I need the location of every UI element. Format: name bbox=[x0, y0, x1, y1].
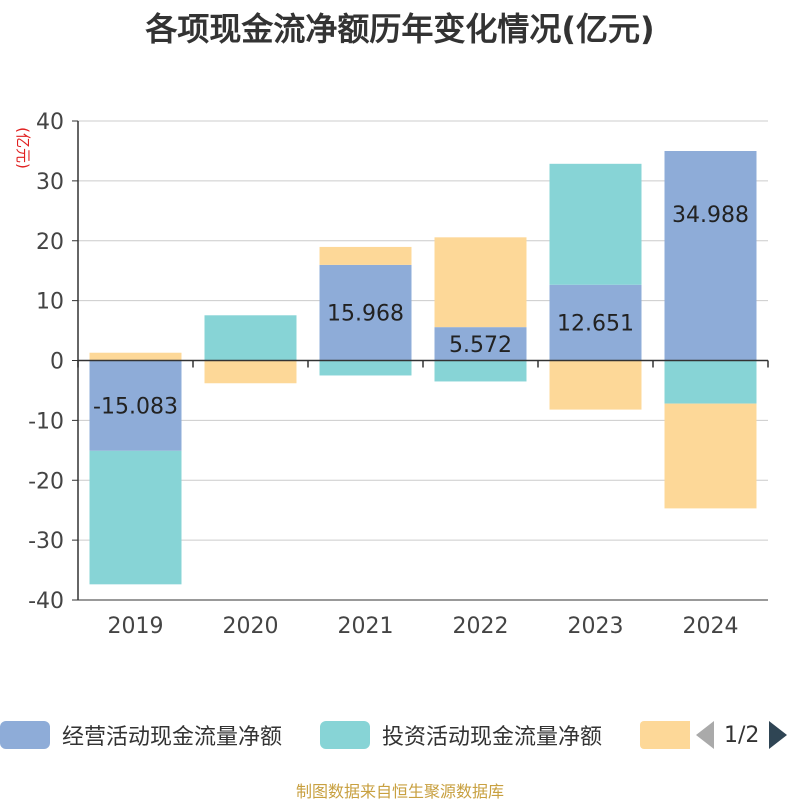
x-tick-label-2019: 2019 bbox=[108, 614, 164, 639]
legend-swatch-investing bbox=[320, 721, 370, 749]
bar-financing-2023 bbox=[550, 361, 642, 410]
bar-financing-2021 bbox=[320, 247, 412, 265]
legend-next-page-icon[interactable] bbox=[769, 721, 787, 749]
chart-canvas: 40 30 20 10 0 -10 -20 -30 -40 (亿元) 2019 2020 2021 202… bbox=[0, 0, 800, 700]
data-label-2023: 12.651 bbox=[557, 312, 634, 337]
y-tick-label: 30 bbox=[36, 170, 64, 195]
bar-investing-2023 bbox=[550, 164, 642, 285]
legend-prev-page-icon[interactable] bbox=[696, 721, 714, 749]
x-tick-label-2022: 2022 bbox=[453, 614, 509, 639]
bar-investing-2022 bbox=[435, 361, 527, 382]
y-tick-label: 40 bbox=[36, 110, 64, 135]
y-tick-label: 20 bbox=[36, 230, 64, 255]
bar-investing-2020 bbox=[205, 315, 297, 360]
x-tick-label-2023: 2023 bbox=[568, 614, 624, 639]
bar-financing-2019 bbox=[90, 353, 182, 361]
legend-swatch-operating bbox=[0, 721, 50, 749]
x-tick-label-2024: 2024 bbox=[683, 614, 739, 639]
bar-financing-2024 bbox=[665, 404, 757, 509]
bar-operating-2024 bbox=[665, 151, 757, 360]
data-label-2019: -15.083 bbox=[93, 395, 178, 420]
data-source-note: 制图数据来自恒生聚源数据库 bbox=[0, 778, 800, 802]
bar-financing-2020 bbox=[205, 361, 297, 384]
x-tick-label-2021: 2021 bbox=[338, 614, 394, 639]
y-axis-label: (亿元) bbox=[14, 127, 32, 169]
y-tick-label: -40 bbox=[28, 589, 64, 614]
y-tick-label: -20 bbox=[28, 469, 64, 494]
legend-label-investing: 投资活动现金流量净额 bbox=[382, 719, 602, 751]
legend-pager: 1/2 bbox=[696, 719, 787, 751]
data-label-2022: 5.572 bbox=[449, 333, 512, 358]
x-tick-label-2020: 2020 bbox=[223, 614, 279, 639]
y-tick-label: 10 bbox=[36, 290, 64, 315]
bar-investing-2024 bbox=[665, 361, 757, 404]
y-tick-label: -30 bbox=[28, 529, 64, 554]
legend-page-indicator: 1/2 bbox=[724, 723, 759, 748]
y-tick-label: 0 bbox=[50, 350, 64, 375]
legend-swatch-financing bbox=[640, 721, 690, 749]
bar-investing-2019 bbox=[90, 451, 182, 585]
legend-item-financing[interactable] bbox=[640, 716, 702, 754]
data-label-2021: 15.968 bbox=[327, 302, 404, 327]
bar-financing-2022 bbox=[435, 237, 527, 327]
bar-investing-2021 bbox=[320, 361, 412, 376]
legend-item-operating[interactable]: 经营活动现金流量净额 bbox=[0, 716, 282, 754]
data-label-2024: 34.988 bbox=[672, 203, 749, 228]
legend-label-operating: 经营活动现金流量净额 bbox=[62, 719, 282, 751]
legend-item-investing[interactable]: 投资活动现金流量净额 bbox=[320, 716, 602, 754]
y-tick-label: -10 bbox=[28, 409, 64, 434]
legend: 经营活动现金流量净额 投资活动现金流量净额 bbox=[0, 716, 800, 754]
